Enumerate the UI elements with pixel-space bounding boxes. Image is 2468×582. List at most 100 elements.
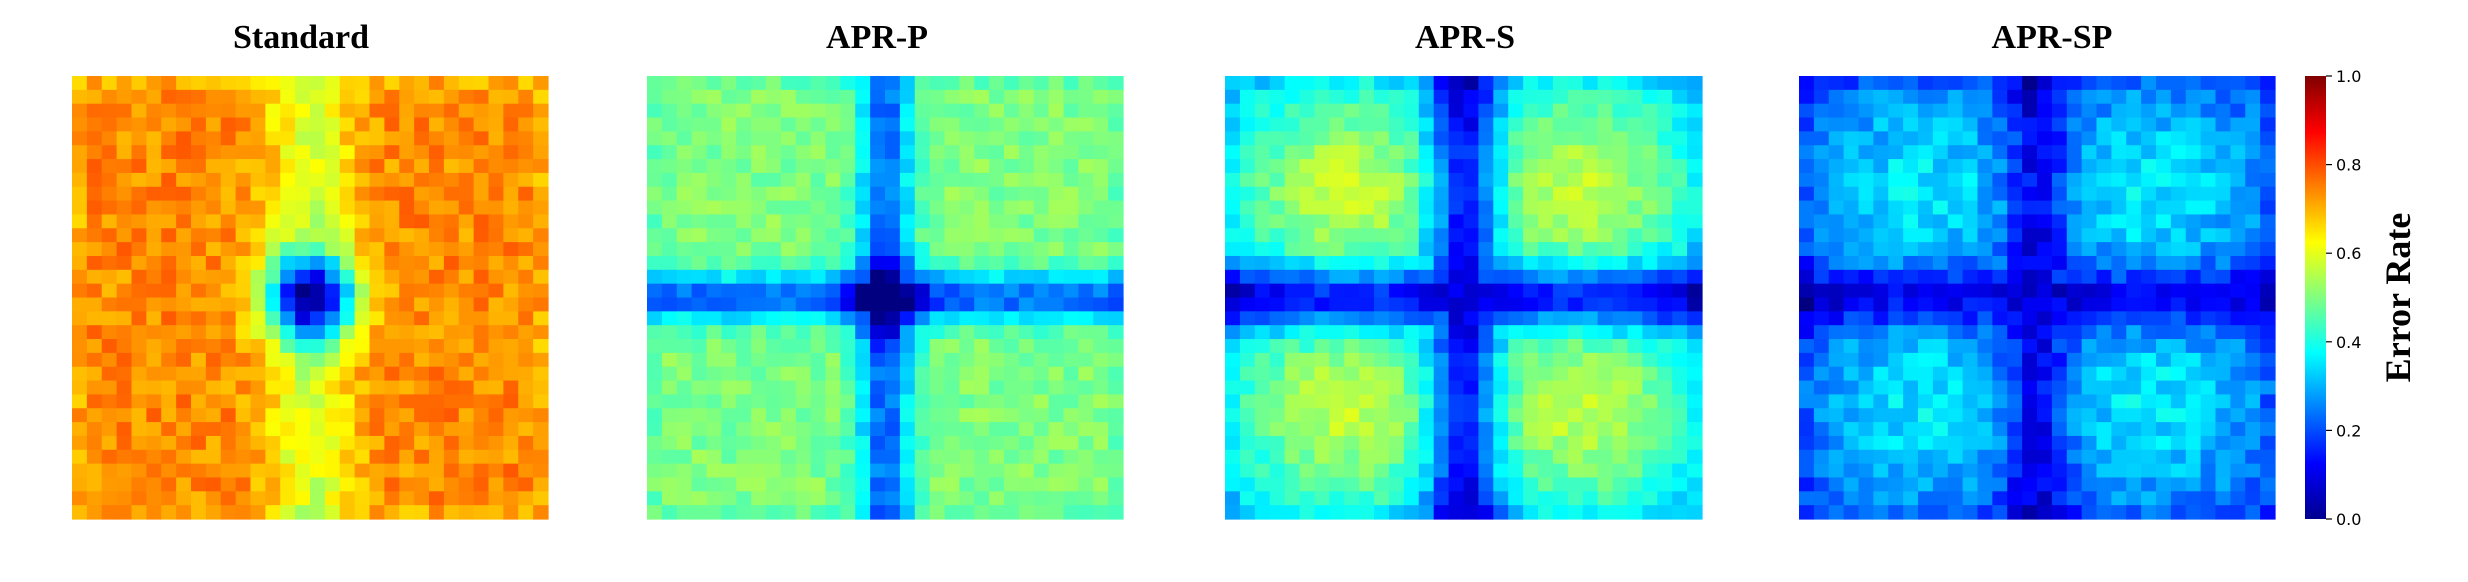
heatmap-cell: [736, 477, 752, 492]
heatmap-cell: [840, 76, 856, 91]
heatmap-cell: [1018, 339, 1035, 354]
heatmap-cell: [1493, 200, 1509, 216]
heatmap-cell: [1627, 380, 1643, 395]
heatmap-cell: [265, 352, 281, 368]
heatmap-cell: [473, 186, 490, 202]
heatmap-cell: [220, 449, 237, 465]
heatmap-cell: [1799, 117, 1815, 132]
heatmap-cell: [766, 435, 782, 451]
heatmap-cell: [1523, 186, 1539, 202]
heatmap-cell: [944, 435, 960, 451]
heatmap-cell: [974, 449, 990, 465]
heatmap-cell: [354, 103, 371, 119]
heatmap-cell: [721, 200, 737, 216]
heatmap-cell: [116, 394, 133, 409]
heatmap-cell: [205, 477, 222, 492]
heatmap-cell: [1538, 228, 1554, 243]
heatmap-cell: [2170, 172, 2187, 188]
heatmap-cell: [989, 505, 1005, 520]
heatmap-cell: [2141, 283, 2157, 299]
heatmap-cell: [810, 145, 827, 160]
heatmap-cell: [885, 269, 901, 285]
heatmap-cell: [989, 89, 1005, 105]
heatmap-cell: [220, 477, 237, 492]
heatmap-cell: [899, 491, 916, 506]
heatmap-cell: [944, 325, 960, 340]
heatmap-cell: [1672, 325, 1688, 340]
heatmap-cell: [1433, 380, 1450, 395]
heatmap-cell: [1093, 283, 1109, 299]
heatmap-cell: [1344, 311, 1360, 326]
heatmap-cell: [2111, 200, 2127, 216]
heatmap-cell: [443, 283, 460, 299]
heatmap-cell: [1947, 422, 1964, 437]
heatmap-cell: [1903, 89, 1919, 105]
heatmap-cell: [1314, 449, 1330, 465]
heatmap-cell: [2111, 172, 2127, 188]
heatmap-cell: [503, 491, 519, 506]
heatmap-cell: [1992, 366, 2008, 382]
heatmap-cell: [1642, 491, 1658, 506]
heatmap-cell: [1004, 297, 1020, 312]
heatmap-cell: [295, 408, 311, 423]
heatmap-cell: [870, 255, 886, 271]
heatmap-cell: [1582, 131, 1599, 146]
heatmap-cell: [840, 449, 856, 465]
heatmap-cell: [443, 463, 460, 479]
heatmap-cell: [647, 228, 663, 243]
heatmap-cell: [1269, 408, 1286, 423]
heatmap-cell: [518, 159, 534, 174]
heatmap-cell: [974, 297, 990, 312]
heatmap-cell: [2126, 449, 2142, 465]
heatmap-cell: [1962, 255, 1979, 271]
heatmap-cell: [1642, 89, 1658, 105]
heatmap-cell: [2007, 117, 2023, 132]
heatmap-cell: [1344, 200, 1360, 216]
heatmap-cell: [1903, 422, 1919, 437]
heatmap-cell: [458, 214, 475, 229]
heatmap-cell: [443, 145, 460, 160]
heatmap-cell: [810, 325, 827, 340]
heatmap-cell: [101, 380, 118, 395]
heatmap-cell: [72, 131, 88, 146]
heatmap-cell: [1858, 255, 1874, 271]
heatmap-cell: [161, 76, 177, 91]
heatmap-cell: [810, 76, 827, 91]
heatmap-cell: [1463, 186, 1480, 202]
heatmap-cell: [914, 477, 931, 492]
heatmap-cell: [1269, 242, 1286, 257]
heatmap-cell: [488, 103, 504, 119]
heatmap-cell: [235, 352, 252, 368]
heatmap-cell: [780, 311, 797, 326]
heatmap-cell: [295, 214, 311, 229]
heatmap-cell: [1962, 89, 1979, 105]
heatmap-cell: [2037, 477, 2053, 492]
heatmap-cell: [706, 214, 722, 229]
heatmap-cell: [473, 255, 490, 271]
heatmap-cell: [235, 172, 252, 188]
heatmap-cell: [870, 117, 886, 132]
heatmap-cell: [161, 408, 177, 423]
heatmap-cell: [116, 214, 133, 229]
heatmap-cell: [1582, 89, 1599, 105]
heatmap-cell: [1078, 491, 1094, 506]
heatmap-cell: [1657, 380, 1673, 395]
heatmap-cell: [1448, 311, 1465, 326]
heatmap-cell: [2245, 297, 2261, 312]
heatmap-cell: [2215, 394, 2231, 409]
heatmap-cell: [2007, 228, 2023, 243]
heatmap-cell: [1048, 477, 1065, 492]
heatmap-cell: [2215, 422, 2231, 437]
heatmap-cell: [1918, 422, 1934, 437]
heatmap-cell: [235, 283, 252, 299]
heatmap-cell: [176, 339, 192, 354]
heatmap-cell: [944, 408, 960, 423]
heatmap-cell: [795, 422, 812, 437]
heatmap-cell: [2096, 477, 2112, 492]
heatmap-cell: [2260, 325, 2276, 340]
heatmap-cell: [706, 172, 722, 188]
heatmap-cell: [810, 255, 827, 271]
heatmap-cell: [1962, 145, 1979, 160]
heatmap-cell: [1093, 200, 1109, 216]
heatmap-cell: [1508, 422, 1524, 437]
